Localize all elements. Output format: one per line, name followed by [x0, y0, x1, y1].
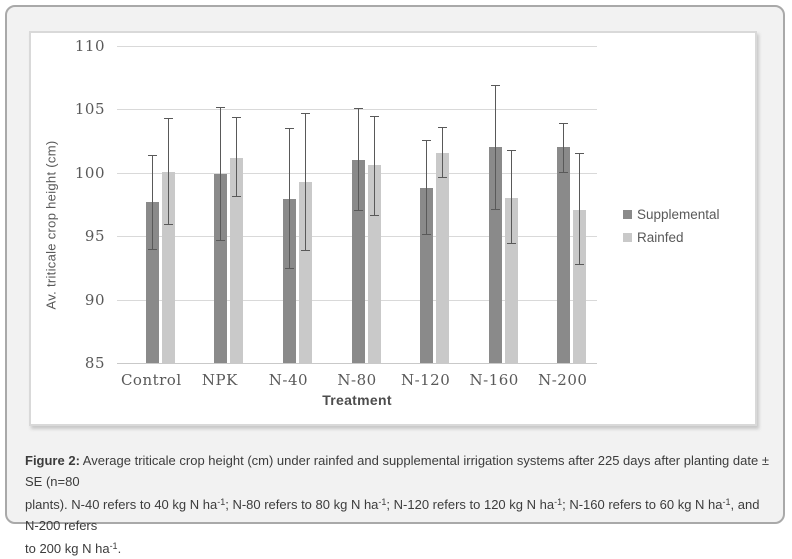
bar-supplemental-n-120: [420, 188, 434, 363]
error-bar: [369, 115, 379, 216]
caption-text: -1: [378, 497, 387, 507]
gridline: [117, 363, 597, 364]
bar-rainfed-n-120: [436, 152, 450, 363]
bar-supplemental-n-80: [351, 160, 365, 363]
caption-text: , and N-200 refers: [25, 497, 760, 533]
error-bar: [147, 155, 157, 251]
error-bar: [422, 139, 432, 235]
caption-text: -1: [217, 497, 226, 507]
caption-text: -1: [554, 497, 563, 507]
x-axis-title: Treatment: [322, 392, 392, 408]
caption-text: Average triticale crop height (cm) under…: [25, 453, 769, 489]
error-bar: [490, 85, 500, 210]
error-bar: [438, 127, 448, 178]
bar-rainfed-npk: [230, 157, 244, 363]
error-bar: [232, 117, 242, 197]
y-tick-label: 85: [84, 354, 105, 372]
legend-swatch-icon: [623, 233, 632, 242]
bar-rainfed-n-160: [504, 198, 518, 363]
error-bar: [284, 128, 294, 270]
y-tick-label: 105: [74, 100, 105, 119]
error-bar: [300, 113, 310, 252]
bar-supplemental-n-200: [557, 147, 571, 363]
x-tick-label-n-120: N-120: [400, 371, 451, 389]
bar-rainfed-n-80: [367, 165, 381, 363]
gridline: [117, 46, 597, 47]
y-axis-ticks: 110 105 100 95 90 85: [37, 37, 105, 372]
gridline: [117, 109, 597, 111]
bar-supplemental-n-160: [488, 147, 502, 363]
bar-rainfed-n-200: [573, 209, 587, 363]
error-bar: [163, 118, 173, 225]
caption-text: ; N-120 refers to 120 kg N ha: [386, 497, 555, 512]
bar-supplemental-control: [145, 201, 159, 363]
error-bar: [506, 149, 516, 244]
bar-rainfed-n-40: [298, 181, 312, 363]
error-bar: [353, 108, 363, 211]
x-tick-label-n-200: N-200: [538, 371, 588, 389]
caption-text: to 200 kg N ha: [25, 541, 110, 556]
error-bar: [216, 106, 226, 242]
legend-item-supplemental: Supplemental: [623, 207, 720, 222]
plot-area: [117, 46, 597, 364]
bar-supplemental-n-40: [282, 199, 296, 363]
y-tick-label: 90: [84, 290, 105, 309]
caption-text: -1: [722, 497, 731, 507]
legend-swatch-icon: [623, 210, 632, 219]
x-tick-label-n-80: N-80: [337, 371, 377, 389]
x-tick-label-n-40: N-40: [268, 371, 309, 389]
y-tick-label: 100: [74, 163, 105, 182]
y-tick-label: 95: [84, 227, 105, 246]
caption-text: -1: [109, 541, 118, 551]
y-tick-label: 110: [74, 37, 105, 55]
caption-text: ; N-80 refers to 80 kg N ha: [225, 497, 379, 512]
x-tick-label-n-160: N-160: [469, 371, 519, 389]
error-bar: [559, 123, 569, 173]
caption-text: plants). N-40 refers to 40 kg N ha: [25, 497, 218, 512]
x-tick-label-npk: NPK: [201, 371, 238, 389]
legend-item-rainfed: Rainfed: [623, 230, 720, 245]
y-axis-title: Av. triticale crop height (cm): [43, 140, 59, 310]
figure-caption: Figure 2: Average triticale crop height …: [25, 450, 769, 559]
bar-supplemental-npk: [214, 174, 228, 363]
x-tick-label-control: Control: [120, 371, 182, 389]
caption-text: ; N-160 refers to 60 kg N ha: [562, 497, 723, 512]
chart-legend: Supplemental Rainfed: [623, 207, 720, 253]
legend-label: Supplemental: [637, 207, 720, 222]
caption-text: Figure 2:: [25, 453, 80, 468]
error-bar: [575, 152, 585, 266]
x-axis-ticks: Control NPK N-40 N-80 N-120 N-160 N-200: [117, 371, 597, 389]
caption-text: .: [117, 541, 122, 556]
bar-rainfed-control: [161, 171, 175, 363]
legend-label: Rainfed: [637, 230, 684, 245]
